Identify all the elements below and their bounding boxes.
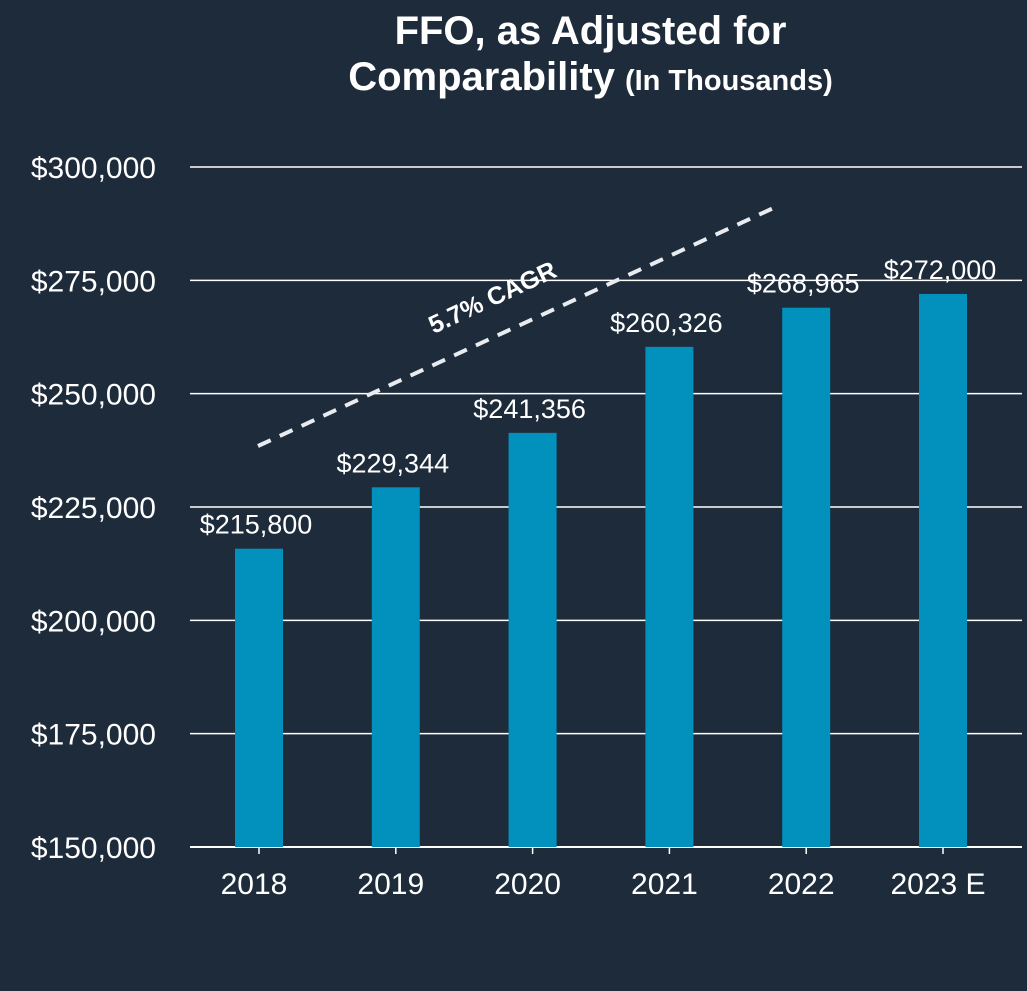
bar: [645, 346, 694, 847]
bar: [371, 487, 420, 847]
y-tick-label: $275,000: [31, 265, 156, 298]
x-tick-label: 2019: [357, 868, 424, 901]
x-tick-label: 2023 E: [890, 868, 985, 901]
x-tick-label: 2022: [768, 868, 835, 901]
y-tick-label: $175,000: [31, 719, 156, 752]
cagr-label: 5.7% CAGR: [424, 256, 560, 340]
bar-value-label: $260,326: [610, 308, 723, 338]
bars: [235, 293, 967, 847]
y-tick-label: $150,000: [31, 832, 156, 865]
x-tick-label: 2018: [221, 868, 288, 901]
bar-value-label: $241,356: [473, 394, 586, 424]
y-tick-label: $250,000: [31, 379, 156, 412]
y-tick-label: $225,000: [31, 492, 156, 525]
bar-value-label: $229,344: [336, 448, 449, 478]
y-axis-tick-labels: $150,000 $175,000 $200,000 $225,000 $250,000…: [31, 152, 156, 865]
y-tick-label: $200,000: [31, 605, 156, 638]
x-axis-tick-labels: 2018 2019 2020 2021 2022 2023 E: [221, 847, 986, 901]
y-tick-label: $300,000: [31, 152, 156, 185]
bar-value-label: $268,965: [747, 269, 860, 299]
bar: [508, 432, 557, 847]
chart-title-unit: (In Thousands): [624, 65, 833, 97]
data-labels: $215,800 $229,344 $241,356 $260,326 $268,965…: [200, 255, 997, 540]
chart-title-line2: Comparability (In Thousands): [0, 54, 1027, 104]
bar: [235, 548, 283, 847]
bar: [782, 307, 831, 847]
x-tick-label: 2021: [631, 868, 698, 901]
x-tick-label: 2020: [494, 868, 561, 901]
gridlines: [190, 166, 1022, 848]
chart-title-line1: FFO, as Adjusted for: [394, 9, 787, 53]
chart-title-main: Comparability: [348, 55, 615, 99]
chart-title: FFO, as Adjusted for Comparability (In Th…: [0, 8, 1027, 104]
bar-value-label: $215,800: [200, 510, 313, 540]
bar: [919, 293, 967, 847]
bar-value-label: $272,000: [884, 255, 997, 285]
